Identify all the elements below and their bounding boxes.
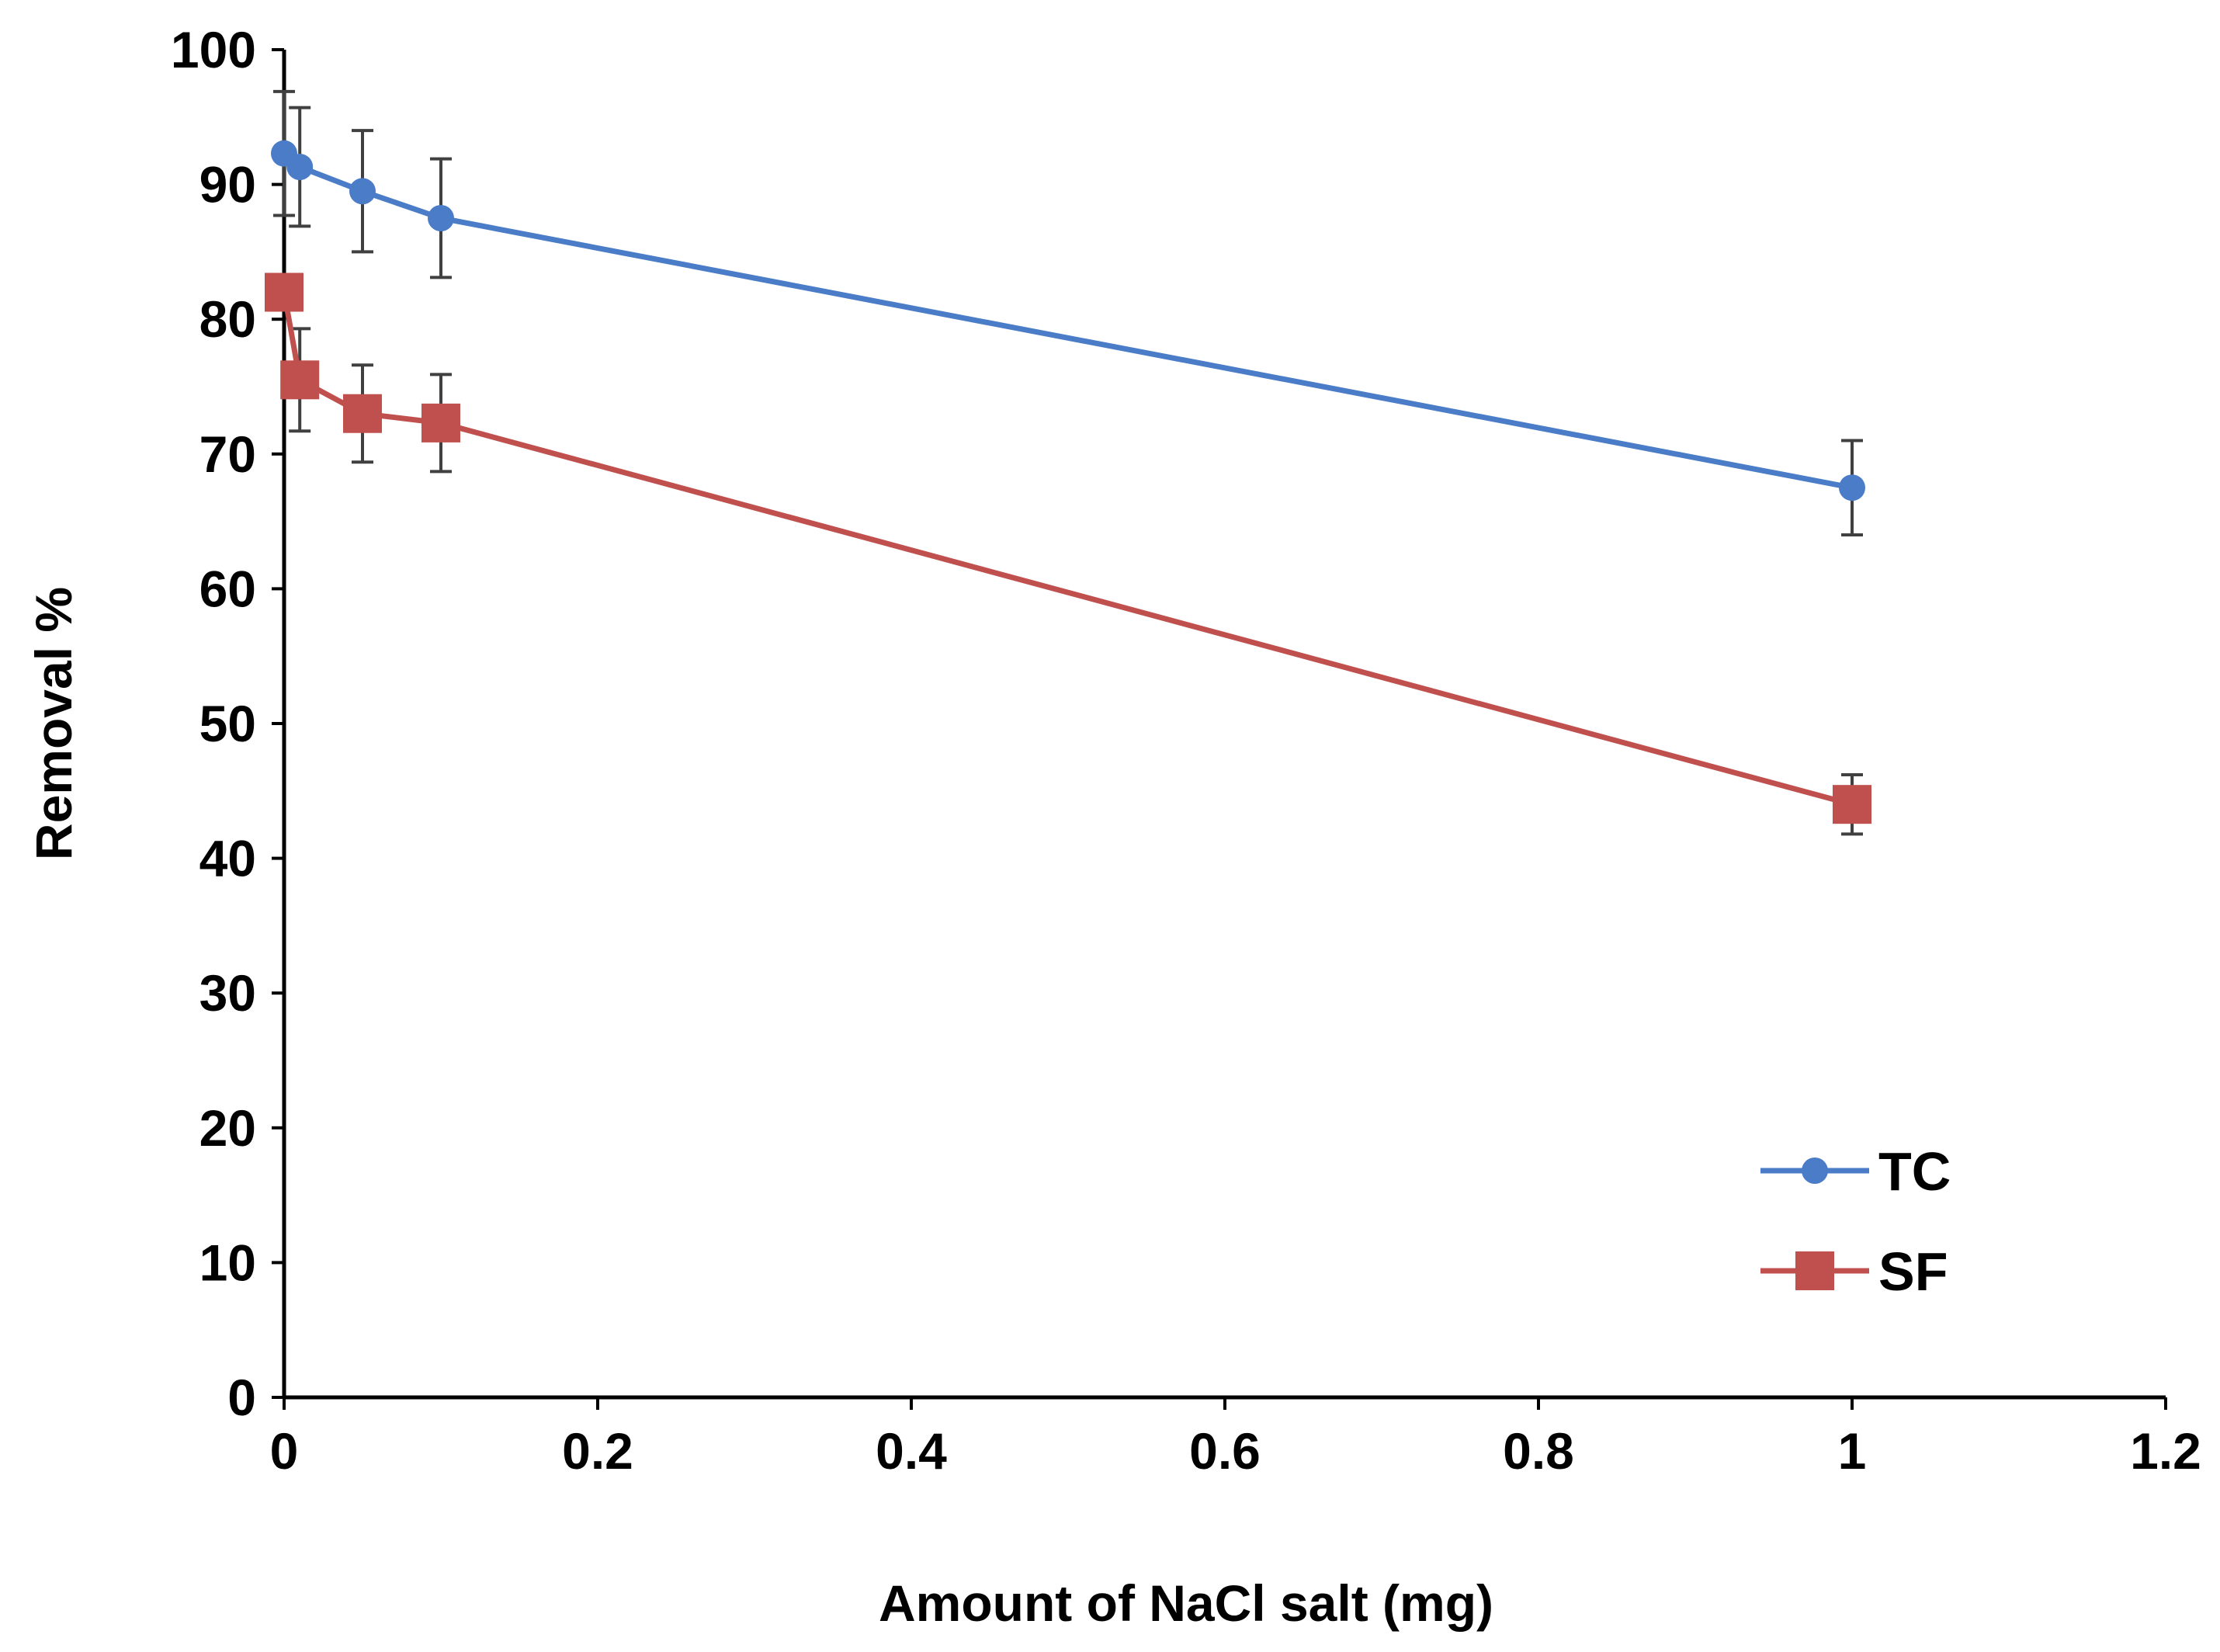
legend-item: TC bbox=[1760, 1141, 1951, 1202]
legend-item: SF bbox=[1760, 1241, 1948, 1302]
x-tick-label: 1 bbox=[1838, 1422, 1867, 1480]
data-point bbox=[343, 394, 382, 433]
x-tick-label: 0.2 bbox=[562, 1422, 633, 1480]
y-tick-label: 60 bbox=[199, 560, 256, 617]
legend-label: TC bbox=[1878, 1141, 1951, 1202]
y-axis-ticks: 0 10 20 30 40 50 60 70 80 90 100 bbox=[171, 21, 284, 1426]
series-sf bbox=[265, 272, 1871, 836]
legend: TC SF bbox=[1760, 1141, 1951, 1302]
x-axis-title: Amount of NaCl salt (mg) bbox=[879, 1574, 1493, 1632]
legend-marker bbox=[1795, 1251, 1834, 1290]
y-tick-label: 80 bbox=[199, 290, 256, 348]
x-tick-label: 1.2 bbox=[2130, 1422, 2201, 1480]
x-tick-label: 0 bbox=[270, 1422, 299, 1480]
series-line bbox=[281, 291, 1853, 807]
data-point bbox=[349, 178, 376, 205]
series-line bbox=[282, 151, 1853, 491]
y-axis-title: Removal % bbox=[25, 587, 82, 860]
data-point bbox=[280, 360, 320, 400]
y-tick-label: 10 bbox=[199, 1234, 256, 1291]
y-tick-label: 20 bbox=[199, 1099, 256, 1157]
y-tick-label: 40 bbox=[199, 830, 256, 887]
x-axis-ticks: 0 0.2 0.4 0.6 0.8 1 1.2 bbox=[270, 1397, 2201, 1480]
legend-marker bbox=[1802, 1157, 1828, 1184]
y-tick-label: 30 bbox=[199, 964, 256, 1022]
data-point bbox=[421, 403, 460, 442]
x-tick-label: 0.6 bbox=[1189, 1422, 1261, 1480]
y-tick-label: 100 bbox=[171, 21, 256, 78]
series-tc bbox=[271, 89, 1865, 536]
data-point bbox=[1839, 474, 1865, 502]
x-tick-label: 0.8 bbox=[1503, 1422, 1574, 1480]
data-point bbox=[428, 205, 454, 231]
y-tick-label: 90 bbox=[199, 156, 256, 213]
data-point bbox=[286, 154, 314, 181]
y-tick-label: 50 bbox=[199, 695, 256, 752]
legend-label: SF bbox=[1878, 1241, 1948, 1302]
data-point bbox=[265, 272, 304, 312]
data-point bbox=[1833, 785, 1871, 824]
y-tick-label: 0 bbox=[227, 1369, 256, 1426]
y-tick-label: 70 bbox=[199, 425, 256, 483]
x-tick-label: 0.4 bbox=[876, 1422, 947, 1480]
plot-area bbox=[265, 89, 1871, 836]
